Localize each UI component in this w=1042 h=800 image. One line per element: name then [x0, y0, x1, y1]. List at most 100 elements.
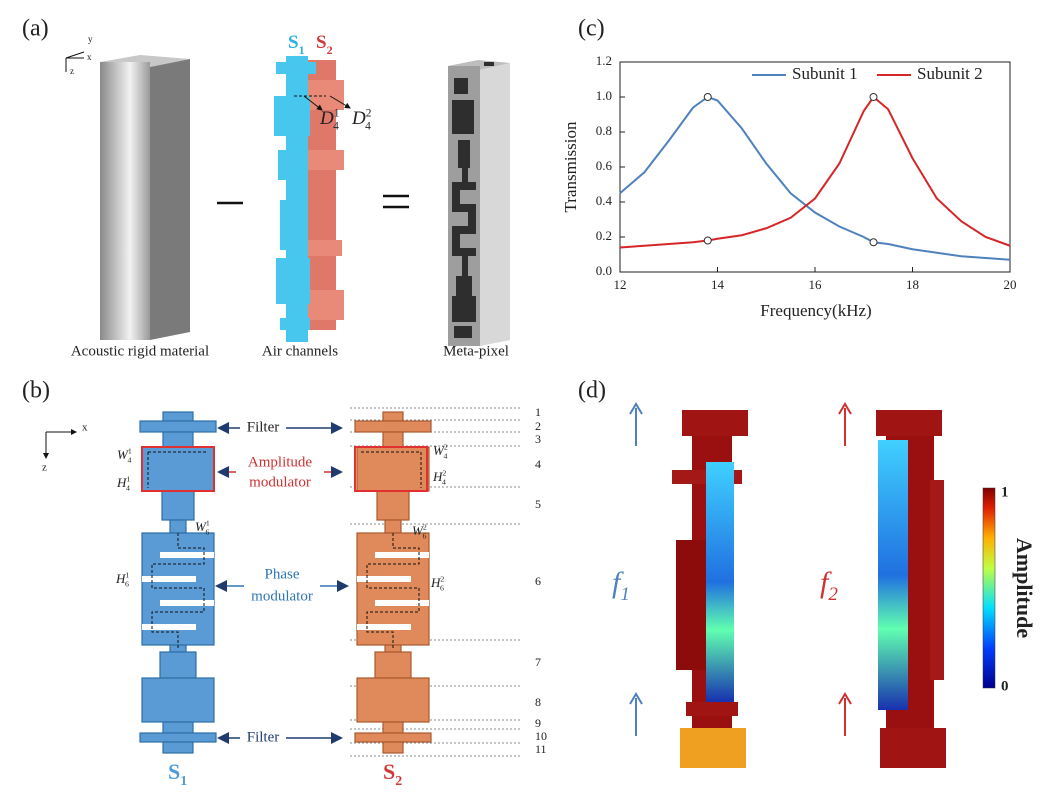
y-tick-label: 0.8	[596, 123, 612, 138]
level-number: 8	[535, 695, 541, 709]
panel-a: (a) y x z S1 S2 D1 4 D2 4 Acoustic rigid	[22, 16, 510, 359]
meander-gap	[357, 624, 411, 630]
label-text: H	[432, 469, 443, 484]
label-sub: 4	[442, 477, 446, 486]
annotation: Amplitude	[248, 454, 313, 470]
annotation: modulator	[249, 474, 311, 490]
level-number: 4	[535, 457, 541, 471]
symbol-label: D1 4	[319, 107, 340, 132]
caption: Air channels	[262, 343, 338, 359]
channel-segment	[382, 411, 404, 422]
meander-gap	[375, 600, 429, 606]
channel-segment	[162, 721, 194, 734]
label-sub: 4	[333, 120, 339, 132]
channel-segment	[382, 741, 404, 754]
panel-label: (d)	[578, 378, 606, 404]
channel-label: S2	[316, 32, 333, 56]
label-text: H	[116, 475, 127, 490]
x-tick-label: 14	[711, 277, 725, 292]
colorbar	[982, 487, 996, 689]
label-sub: 6	[125, 579, 129, 588]
amplitude-box	[141, 446, 215, 492]
panel-label: (a)	[22, 16, 49, 42]
panel-label: (c)	[578, 16, 605, 42]
field-map	[672, 410, 946, 768]
panel-c: (c) Frequency(kHz) Transmission 0.0 0.2 0.…	[561, 16, 1017, 320]
data-marker	[703, 236, 712, 245]
label-sup: 1	[206, 518, 210, 527]
label-sup: 1	[125, 570, 129, 579]
label-text: W	[433, 443, 445, 458]
label-text: H	[115, 571, 126, 586]
axis-triad	[65, 51, 85, 72]
label-text: D	[319, 108, 334, 129]
level-number: 1	[535, 405, 541, 419]
data-line	[619, 95, 1011, 249]
label-sub: 2	[828, 584, 838, 605]
frequency-label: f1	[612, 566, 630, 605]
channel-segment	[141, 446, 215, 492]
level-number: 11	[535, 742, 547, 756]
meander-gap	[375, 552, 429, 558]
data-marker	[869, 238, 878, 247]
y-tick-label: 0.4	[596, 193, 613, 208]
label-sub: 4	[365, 120, 371, 132]
meander-gap	[142, 576, 196, 582]
x-tick-label: 16	[809, 277, 823, 292]
structure-label: S1	[168, 759, 187, 789]
dimension-lines	[147, 451, 422, 650]
label-sup: 2	[444, 442, 448, 451]
level-number: 7	[535, 655, 541, 669]
channel-segment	[141, 677, 215, 723]
data-line	[619, 95, 1011, 261]
label-sub: 2	[395, 774, 402, 789]
symbol-label: H2 6	[430, 574, 444, 592]
panel-label: (b)	[22, 378, 50, 404]
dimension-arrows	[294, 95, 351, 111]
channel-segment	[162, 411, 194, 422]
colorbar-label: 0	[1001, 678, 1009, 694]
channel-segment	[354, 732, 432, 743]
label-text: S	[288, 32, 299, 53]
level-number: 10	[535, 729, 547, 743]
legend: Subunit 1 Subunit 2	[752, 64, 983, 83]
label-sub: 2	[327, 43, 333, 57]
symbol-label: W1 4	[117, 446, 132, 464]
channel-segment	[354, 420, 432, 433]
label-text: W	[412, 523, 424, 538]
axis-label: x	[82, 422, 88, 434]
label-text: S	[383, 759, 395, 784]
symbol-label: D2 4	[351, 107, 372, 132]
x-tick-label: 18	[906, 277, 919, 292]
caption: Meta-pixel	[443, 343, 509, 359]
label-text: S	[168, 759, 180, 784]
symbol-label: W2 6	[412, 522, 427, 540]
meta-pixel	[448, 60, 510, 346]
label-sub: 1	[620, 584, 630, 605]
colorbar-label: 1	[1001, 484, 1009, 500]
label-sub: 4	[126, 483, 130, 492]
x-axis-label: Frequency(kHz)	[760, 301, 871, 320]
symbol-label: H1 4	[116, 474, 130, 492]
plot-frame	[619, 61, 1011, 273]
frequency-label: f2	[820, 566, 838, 605]
x-tick-label: 12	[614, 277, 627, 292]
axis-label: z	[70, 66, 74, 76]
label-sup: 2	[442, 468, 446, 477]
channel-segment	[376, 490, 410, 521]
annotation: Phase	[265, 566, 300, 582]
label-sup: 2	[423, 522, 427, 531]
label-sub: 4	[443, 451, 447, 460]
channel-segment	[139, 420, 217, 433]
annotation: modulator	[251, 588, 313, 604]
flow-arrows	[629, 402, 643, 736]
y-tick-label: 1.0	[596, 88, 612, 103]
label-sub: 6	[422, 531, 426, 540]
label-sup: 1	[128, 446, 132, 455]
channel-segment	[159, 651, 197, 679]
meander-gap	[160, 552, 214, 558]
label-text: W	[195, 519, 207, 534]
flow-arrows	[838, 402, 852, 736]
level-number: 5	[535, 497, 541, 511]
